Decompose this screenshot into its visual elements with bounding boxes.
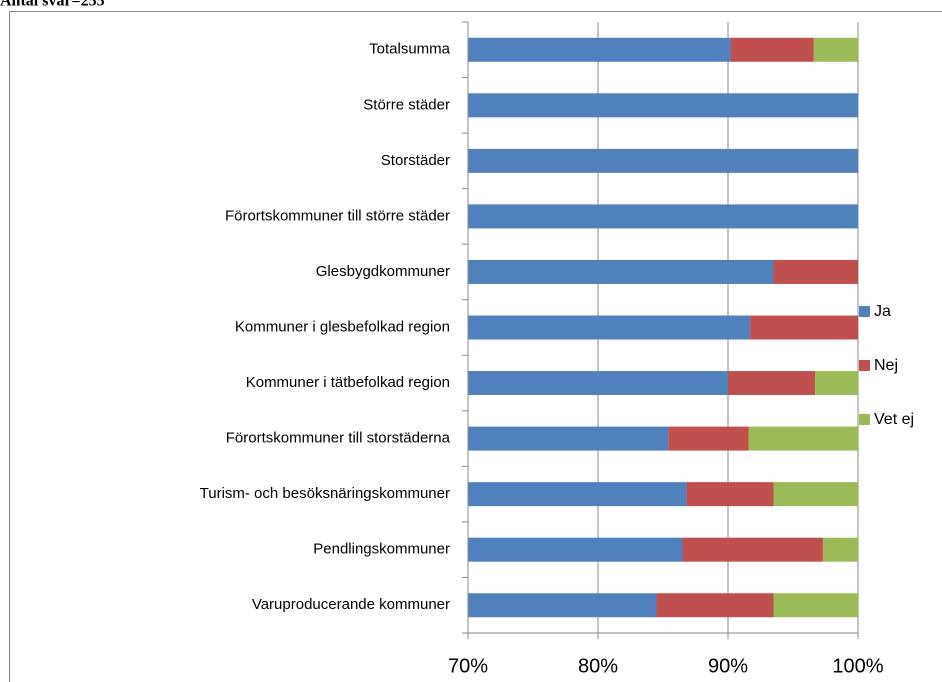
y-tick-label: Glesbygdkommuner: [316, 263, 450, 280]
y-tick-label: Kommuner i tätbefolkad region: [246, 374, 450, 391]
y-tick-label: Kommuner i glesbefolkad region: [235, 318, 450, 335]
bar-segment: [468, 93, 858, 118]
chart-frame: [9, 11, 942, 682]
bar-segment: [468, 371, 728, 396]
bar-segment: [656, 593, 774, 618]
bar-segment: [468, 148, 858, 173]
bar-segment: [773, 593, 858, 618]
y-tick-label: Större städer: [363, 96, 450, 113]
bar-segment: [773, 259, 858, 284]
bar-segment: [748, 426, 858, 451]
bar-segment: [468, 593, 657, 618]
bar-segment: [822, 537, 858, 562]
bar-segment: [468, 37, 731, 62]
y-tick-label: Förortskommuner till storstäderna: [226, 430, 451, 447]
chart-title: Antal svar=255: [0, 0, 105, 10]
x-tick-label: 90%: [708, 655, 748, 677]
legend-label: Vet ej: [874, 411, 914, 428]
bar-segment: [668, 426, 749, 451]
bar-segment: [730, 37, 814, 62]
bar-segment: [750, 315, 858, 340]
bar-segment: [468, 426, 669, 451]
legend-swatch: [859, 414, 870, 425]
bar-segment: [686, 482, 774, 507]
x-tick-label: 100%: [832, 655, 883, 677]
bar-segment: [773, 482, 858, 507]
bar-segment: [468, 482, 687, 507]
y-tick-label: Pendlingskommuner: [313, 541, 450, 558]
bar-segment: [813, 37, 858, 62]
legend-label: Ja: [874, 303, 891, 320]
x-tick-label: 70%: [448, 655, 488, 677]
legend-swatch: [859, 306, 870, 317]
bar-segment: [468, 204, 858, 229]
x-tick-label: 80%: [578, 655, 618, 677]
y-tick-label: Varuproducerande kommuner: [252, 596, 450, 613]
y-tick-label: Turism- och besöksnäringskommuner: [200, 485, 450, 502]
y-tick-label: Förortskommuner till större städer: [225, 207, 450, 224]
y-tick-label: Storstäder: [381, 152, 450, 169]
bar-segment: [468, 537, 683, 562]
legend-swatch: [859, 360, 870, 371]
bar-segment: [468, 315, 751, 340]
legend-label: Nej: [874, 357, 898, 374]
bar-segment: [728, 371, 816, 396]
bar-segment: [468, 259, 774, 284]
bar-segment: [815, 371, 858, 396]
bar-segment: [682, 537, 823, 562]
y-tick-label: Totalsumma: [369, 41, 451, 58]
